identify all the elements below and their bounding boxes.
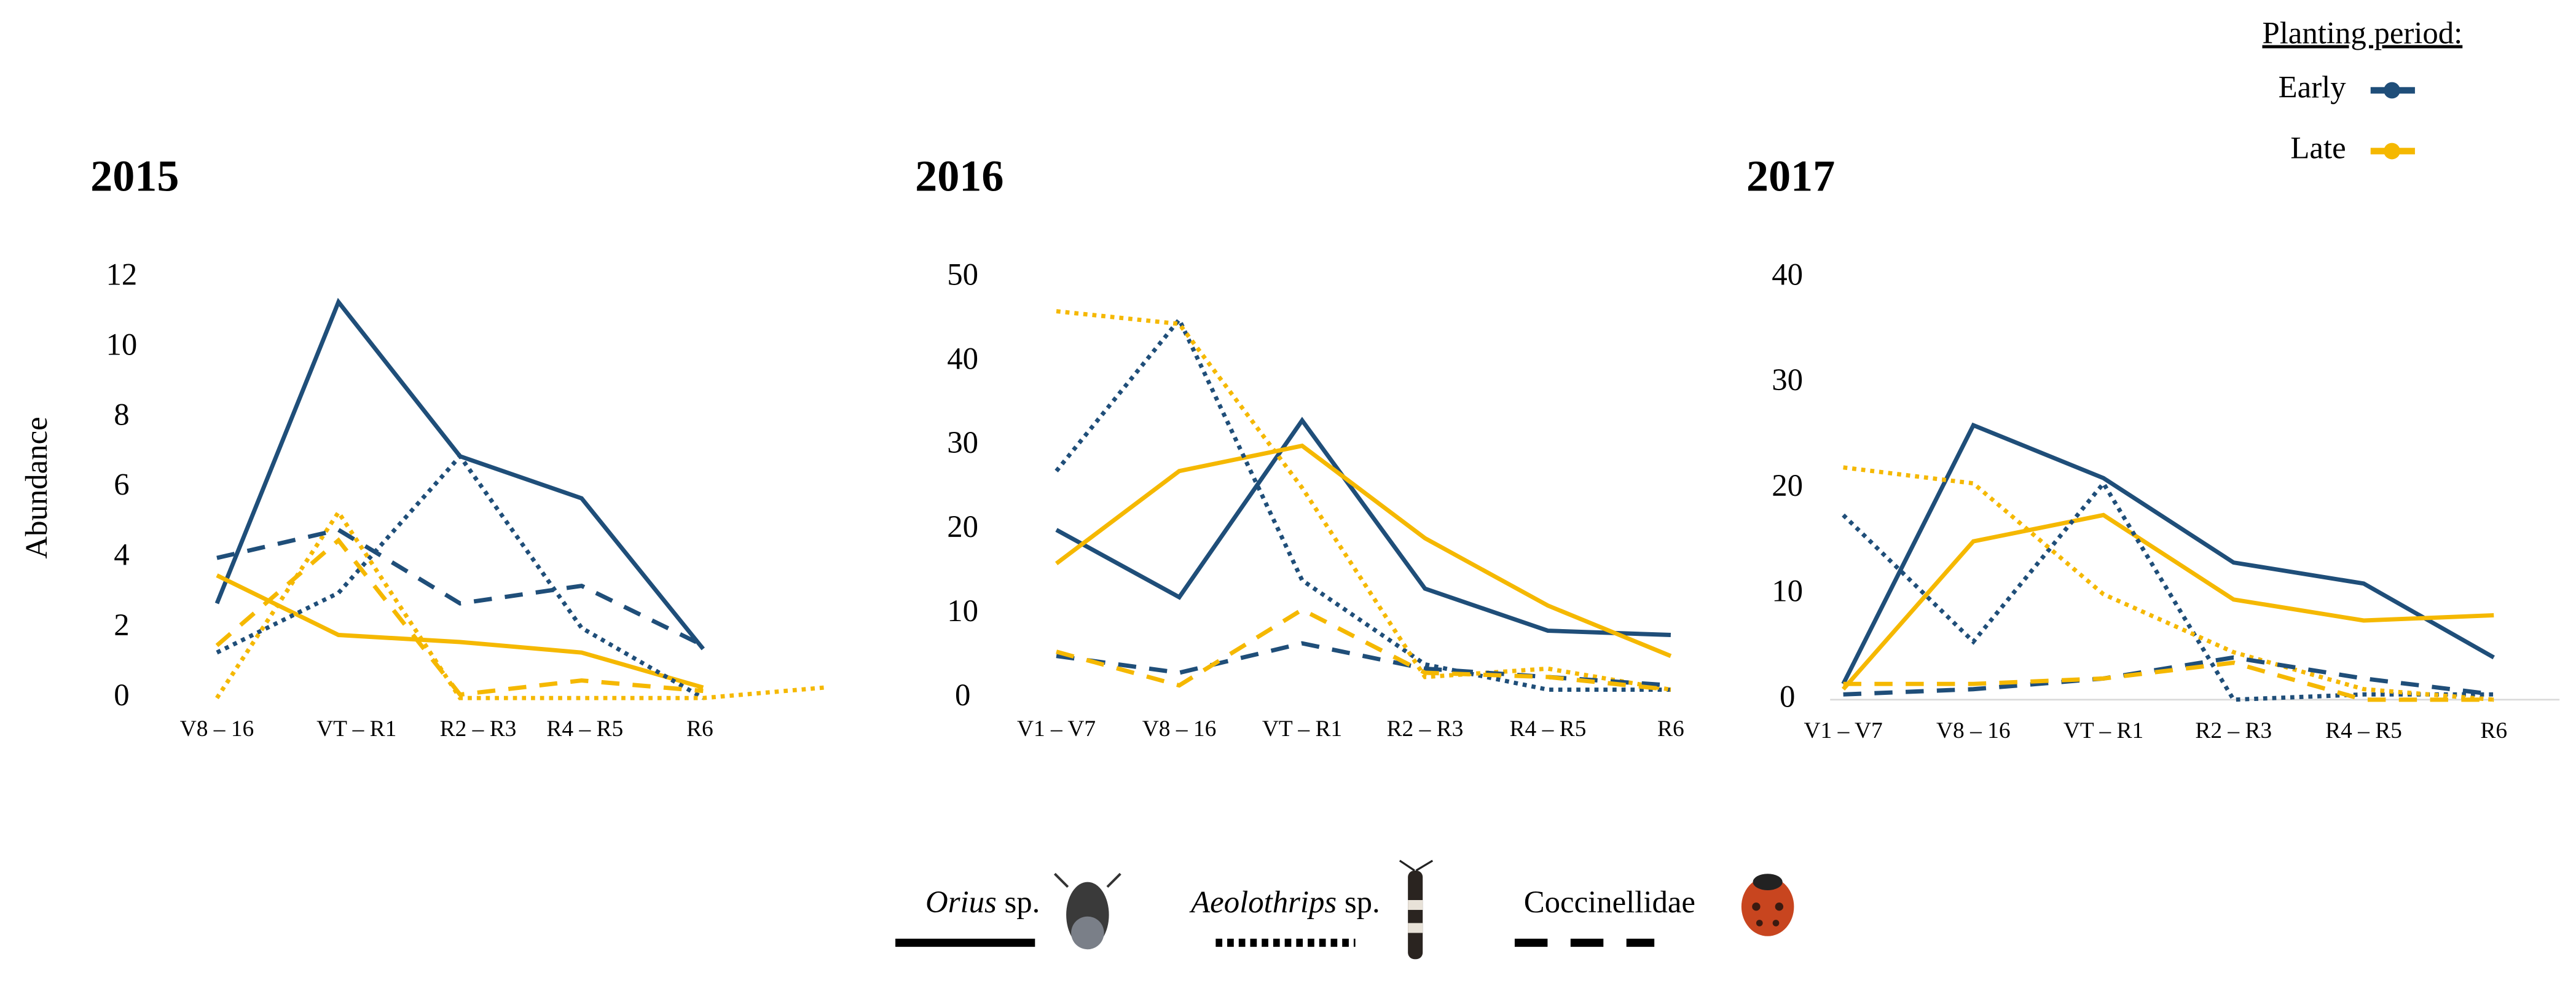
y-tick-label: 30 xyxy=(947,425,978,460)
y-tick-label: 20 xyxy=(1772,468,1803,503)
legend-label: Late xyxy=(2290,131,2346,165)
x-tick-label: R6 xyxy=(2480,718,2507,743)
series-line xyxy=(1843,660,2494,702)
x-tick-label: R2 – R3 xyxy=(2195,718,2272,743)
chart-title: 2015 xyxy=(90,152,179,201)
legend-label: Orius sp. xyxy=(925,885,1040,919)
orius-icon xyxy=(1053,872,1121,950)
taxon-name: Orius xyxy=(925,885,997,919)
x-tick-label: R2 – R3 xyxy=(1387,716,1464,742)
y-tick-label: 20 xyxy=(947,509,978,544)
y-tick-label: 40 xyxy=(947,341,978,375)
y-tick-label: 8 xyxy=(114,398,129,432)
chart-title: 2016 xyxy=(915,152,1003,201)
x-tick-label: R4 – R5 xyxy=(1510,716,1587,742)
series-line xyxy=(216,527,704,648)
series-line xyxy=(215,508,825,700)
series-line xyxy=(1056,309,1671,692)
y-tick-label: 10 xyxy=(947,593,978,628)
x-tick-label: R6 xyxy=(1657,716,1684,742)
series-line xyxy=(1056,607,1671,692)
legend-title: Planting period: xyxy=(2262,15,2462,50)
series-line xyxy=(1056,641,1671,688)
x-tick-label: V1 – V7 xyxy=(1804,718,1883,743)
y-tick-label: 12 xyxy=(106,257,138,291)
aeolothrips-icon xyxy=(1399,860,1434,960)
series-line xyxy=(1054,315,1671,692)
y-tick-label: 50 xyxy=(947,257,978,291)
series-line xyxy=(216,573,704,690)
legend-label: Coccinellidae xyxy=(1524,885,1695,919)
x-tick-label: V8 – 16 xyxy=(1936,718,2011,743)
legend-swatch xyxy=(2384,82,2400,99)
taxon-suffix: sp. xyxy=(1004,885,1040,919)
taxon-suffix: sp. xyxy=(1345,885,1380,919)
taxon-name: Aeolothrips xyxy=(1189,885,1337,919)
x-tick-label: R6 xyxy=(686,716,713,742)
series-line xyxy=(1843,655,2494,697)
series-line xyxy=(1841,422,2495,685)
chart-title: 2017 xyxy=(1746,152,1835,201)
x-tick-label: R4 – R5 xyxy=(546,716,623,742)
y-axis-label: Abundance xyxy=(19,417,53,558)
y-tick-label: 0 xyxy=(955,678,970,712)
x-tick-label: R4 – R5 xyxy=(2325,718,2402,743)
y-tick-label: 30 xyxy=(1772,362,1803,397)
legend-swatch xyxy=(2384,143,2400,160)
series-line xyxy=(1843,465,2494,702)
series-line xyxy=(215,537,704,697)
series-line xyxy=(214,297,705,651)
y-tick-label: 4 xyxy=(114,538,129,572)
taxon-name: Coccinellidae xyxy=(1524,885,1695,919)
y-tick-label: 10 xyxy=(106,327,138,362)
x-tick-label: VT – R1 xyxy=(1262,716,1342,742)
y-tick-label: 0 xyxy=(114,678,129,712)
series-line xyxy=(216,453,705,700)
x-tick-label: VT – R1 xyxy=(316,716,396,742)
x-tick-label: V1 – V7 xyxy=(1017,716,1096,742)
y-tick-label: 40 xyxy=(1772,257,1803,291)
y-tick-label: 6 xyxy=(114,468,129,502)
series-line xyxy=(1841,512,2494,691)
y-tick-label: 10 xyxy=(1772,574,1803,608)
y-tick-label: 2 xyxy=(114,608,129,642)
x-tick-label: V8 – 16 xyxy=(1142,716,1217,742)
x-tick-label: R2 – R3 xyxy=(440,716,517,742)
legend-label: Early xyxy=(2279,70,2347,104)
x-tick-label: V8 – 16 xyxy=(180,716,254,742)
coccinellidae-icon xyxy=(1741,874,1794,936)
legend-label: Aeolothrips sp. xyxy=(1189,885,1380,919)
series-line xyxy=(1055,417,1671,637)
series-line xyxy=(1054,443,1672,658)
x-tick-label: VT – R1 xyxy=(2064,718,2143,743)
y-tick-label: 0 xyxy=(1780,679,1795,714)
